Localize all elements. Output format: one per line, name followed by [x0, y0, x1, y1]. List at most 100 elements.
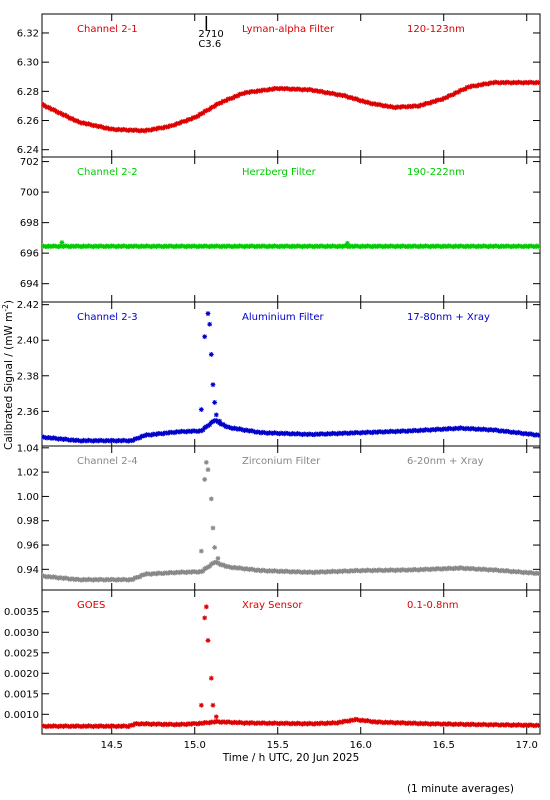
data-point	[497, 244, 503, 250]
data-point	[340, 93, 345, 99]
data-point	[160, 722, 166, 728]
data-point	[49, 574, 55, 580]
data-point	[52, 435, 58, 441]
data-point	[184, 570, 189, 576]
data-point	[340, 244, 345, 250]
data-point	[369, 244, 375, 250]
data-point	[59, 575, 65, 581]
data-point	[356, 717, 362, 723]
data-point	[205, 638, 211, 643]
data-point	[310, 87, 315, 93]
data-point	[509, 80, 515, 86]
data-point	[389, 104, 395, 110]
data-point	[130, 244, 136, 250]
data-point	[101, 125, 106, 131]
data-point	[479, 244, 485, 250]
data-point	[54, 575, 60, 581]
data-point	[51, 574, 57, 580]
band-label: 190-222nm	[407, 167, 465, 178]
data-point	[202, 566, 208, 572]
data-point	[104, 125, 110, 131]
data-point	[353, 716, 359, 722]
data-point	[318, 88, 324, 94]
data-point	[525, 244, 531, 250]
data-point	[358, 718, 364, 724]
data-point	[373, 719, 379, 725]
data-point	[258, 721, 264, 726]
data-point	[189, 569, 194, 575]
data-point	[210, 560, 216, 566]
y-tick-label: 702	[20, 157, 39, 168]
channel-label: Channel 2-2	[77, 167, 138, 178]
data-point	[253, 244, 259, 250]
data-point	[467, 426, 473, 432]
y-tick-label: 0.96	[17, 541, 39, 552]
data-point	[355, 97, 360, 102]
data-point	[225, 424, 231, 430]
channel-label: Channel 2-4	[77, 456, 138, 467]
series-1	[42, 79, 540, 134]
data-point	[462, 426, 468, 432]
data-point	[497, 723, 503, 728]
data-point	[276, 244, 282, 250]
data-point	[369, 568, 375, 574]
data-point	[56, 724, 61, 730]
data-point	[492, 427, 498, 433]
data-point	[350, 95, 355, 101]
data-point	[359, 717, 365, 723]
data-point	[64, 575, 70, 581]
data-point	[494, 427, 500, 433]
data-point	[534, 432, 540, 437]
data-point	[203, 604, 209, 610]
data-point	[102, 244, 108, 250]
data-point	[335, 244, 340, 250]
data-point	[248, 566, 254, 572]
data-point	[200, 568, 206, 574]
data-point	[293, 569, 299, 575]
panel-frame	[41, 156, 541, 303]
data-point	[66, 576, 71, 582]
data-point	[270, 244, 276, 250]
data-point	[521, 570, 526, 576]
data-point	[525, 80, 531, 86]
data-point	[205, 311, 211, 316]
data-point	[198, 111, 204, 117]
data-point	[502, 722, 508, 728]
data-point	[338, 92, 344, 98]
y-tick-label: 698	[20, 218, 39, 229]
data-point	[232, 564, 237, 570]
data-point	[177, 244, 183, 250]
data-point	[47, 574, 53, 580]
data-point	[57, 575, 63, 580]
data-point	[61, 724, 66, 729]
data-point	[366, 100, 372, 106]
data-point	[358, 568, 364, 574]
data-point	[74, 437, 80, 443]
data-point	[409, 721, 415, 727]
data-point	[67, 244, 73, 250]
data-point	[205, 467, 211, 473]
data-point	[386, 720, 392, 726]
data-point	[393, 244, 398, 250]
data-point	[149, 722, 154, 727]
data-point	[207, 422, 213, 428]
data-point	[253, 721, 259, 727]
data-point	[509, 723, 515, 728]
x-tick-label: 15.0	[184, 740, 206, 751]
data-point	[514, 723, 520, 728]
data-point	[255, 429, 261, 435]
data-point	[96, 724, 101, 729]
y-tick-label: 1.02	[17, 468, 39, 479]
data-point	[532, 432, 538, 438]
panel-frame	[41, 301, 541, 447]
data-point	[213, 714, 219, 720]
data-point	[467, 566, 473, 572]
data-point	[230, 426, 236, 432]
data-point	[177, 570, 183, 576]
data-point	[218, 720, 224, 725]
data-point	[474, 567, 480, 572]
data-point	[537, 723, 540, 729]
data-point	[91, 123, 96, 129]
data-point	[499, 428, 505, 433]
data-point	[328, 244, 334, 250]
